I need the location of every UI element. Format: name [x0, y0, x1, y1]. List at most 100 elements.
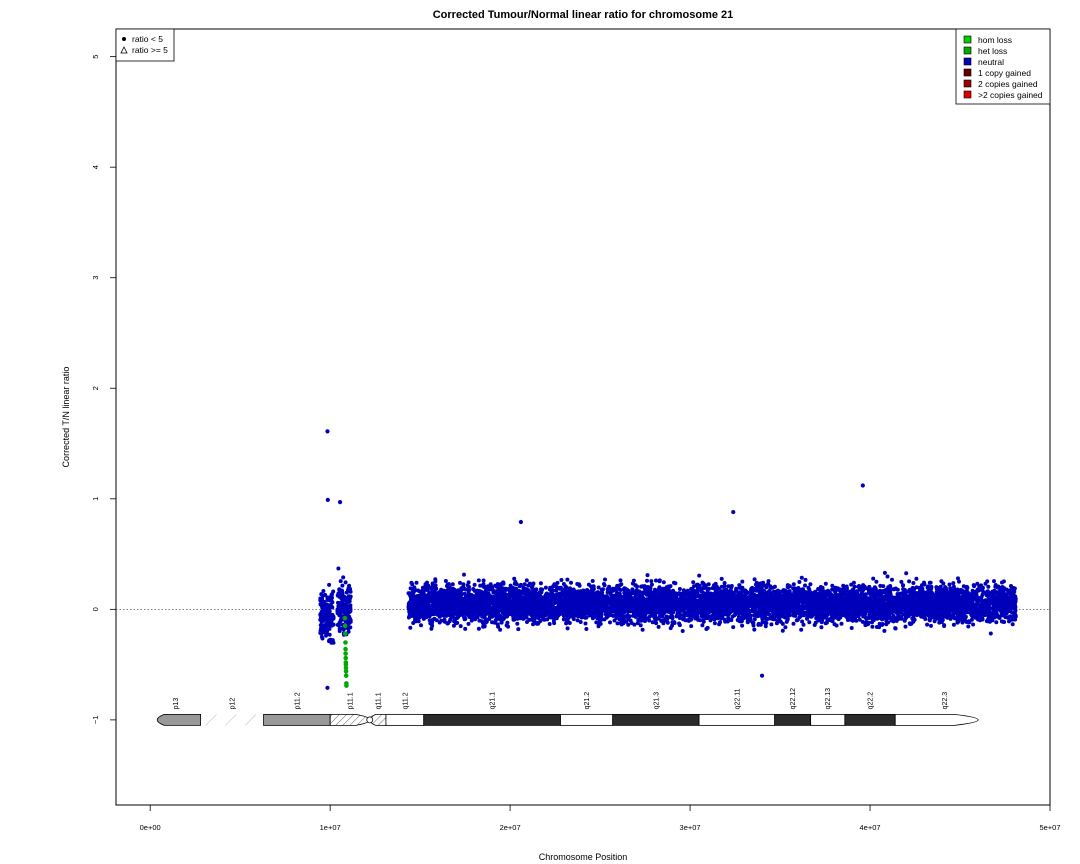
series-neutral — [318, 429, 1018, 690]
data-point — [691, 580, 696, 585]
data-point — [340, 583, 345, 588]
data-point — [488, 582, 493, 587]
data-point — [466, 621, 471, 626]
data-point — [337, 629, 342, 633]
data-point — [677, 587, 682, 591]
data-point — [880, 622, 885, 627]
data-point — [831, 615, 836, 620]
data-point — [670, 620, 675, 625]
data-point — [340, 592, 345, 597]
data-point — [904, 571, 909, 576]
data-point — [347, 619, 352, 624]
data-point — [589, 584, 594, 589]
data-point — [702, 597, 707, 602]
data-point — [343, 607, 348, 612]
data-point — [327, 638, 332, 643]
data-point — [932, 619, 937, 624]
data-point — [851, 580, 856, 585]
data-point — [791, 621, 796, 626]
data-point — [872, 585, 877, 590]
data-point — [752, 627, 757, 632]
data-point — [656, 616, 661, 621]
data-point — [336, 591, 341, 596]
x-tick-label: 5e+07 — [1039, 823, 1060, 832]
data-point — [874, 579, 879, 584]
data-point — [347, 583, 352, 588]
data-point — [325, 632, 329, 636]
data-point — [326, 622, 331, 627]
data-point — [645, 573, 650, 578]
data-point — [538, 581, 543, 586]
y-tick-label: 0 — [91, 607, 100, 611]
data-point — [476, 626, 481, 631]
data-point — [648, 585, 653, 590]
data-point — [673, 581, 678, 586]
data-point — [451, 623, 456, 628]
x-tick-label: 2e+07 — [500, 823, 521, 832]
data-point — [411, 621, 416, 625]
data-point — [618, 578, 623, 583]
x-tick-label: 0e+00 — [140, 823, 161, 832]
x-tick-label: 3e+07 — [680, 823, 701, 832]
data-point — [925, 622, 930, 627]
plot-frame — [115, 28, 1051, 806]
data-point — [325, 619, 330, 624]
data-point — [337, 604, 342, 609]
data-point — [902, 588, 907, 592]
data-point — [752, 617, 757, 622]
data-point — [737, 583, 742, 588]
data-point — [718, 620, 722, 625]
data-point — [783, 625, 788, 630]
data-point — [338, 618, 343, 623]
data-point — [764, 583, 769, 588]
data-point — [638, 623, 643, 628]
data-point — [951, 622, 956, 627]
data-point — [911, 581, 916, 585]
data-point — [700, 623, 705, 628]
data-point — [820, 585, 825, 590]
data-point — [617, 611, 621, 616]
data-point — [327, 582, 332, 587]
data-point — [319, 624, 324, 629]
y-tick-label: 2 — [91, 386, 100, 390]
data-point — [871, 576, 876, 581]
data-point — [328, 613, 333, 617]
data-point — [341, 575, 346, 580]
data-point — [653, 587, 657, 592]
data-point — [320, 613, 325, 618]
x-tick-label: 1e+07 — [320, 823, 341, 832]
data-point — [478, 583, 483, 588]
data-point — [772, 584, 777, 589]
data-point — [971, 622, 976, 627]
data-point — [857, 584, 861, 588]
data-point — [907, 579, 912, 584]
y-tick-label: 1 — [91, 497, 100, 501]
data-point — [458, 580, 462, 585]
data-point — [443, 579, 448, 583]
data-point — [770, 617, 775, 622]
data-point — [444, 613, 449, 618]
data-point — [336, 600, 340, 605]
data-point — [969, 617, 974, 622]
data-point — [885, 574, 890, 579]
data-point — [677, 616, 682, 620]
x-axis-title: Chromosome Position — [539, 852, 628, 862]
data-point — [830, 587, 835, 592]
data-point — [472, 582, 477, 587]
data-point — [653, 619, 658, 624]
data-point — [784, 619, 789, 624]
data-point — [321, 606, 326, 611]
data-point — [416, 588, 421, 593]
data-point — [408, 591, 412, 596]
data-point — [799, 575, 804, 580]
chart-title: Corrected Tumour/Normal linear ratio for… — [433, 9, 734, 21]
data-point — [346, 629, 351, 634]
data-points — [318, 429, 1018, 690]
data-point — [336, 566, 341, 571]
data-point — [599, 587, 604, 592]
data-point — [922, 580, 926, 585]
data-point — [569, 580, 573, 585]
data-point — [551, 593, 556, 598]
data-point — [319, 609, 324, 614]
